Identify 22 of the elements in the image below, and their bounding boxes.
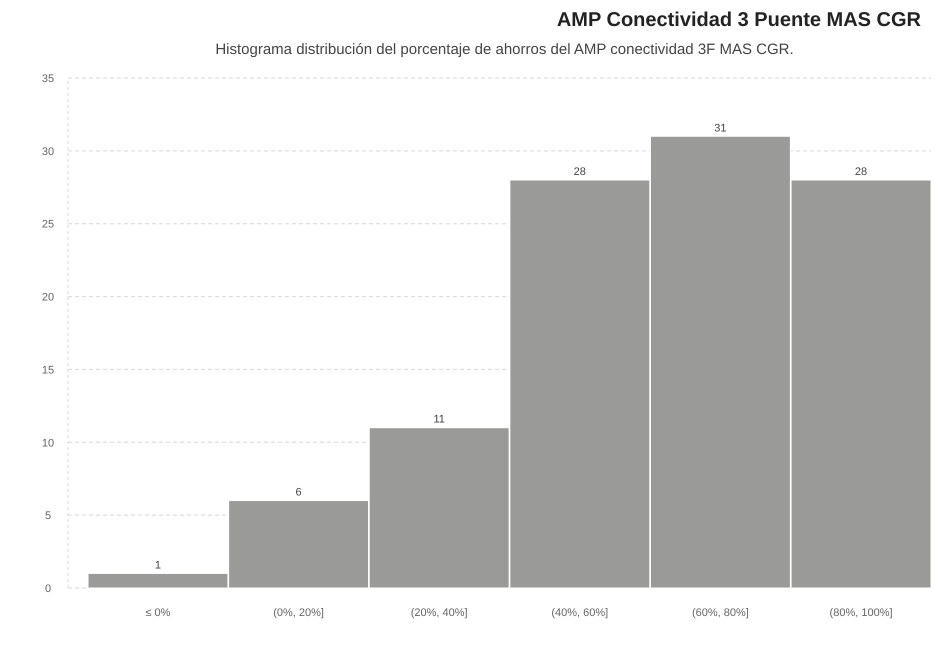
data-label: 6 [296,486,302,499]
y-tick-label: 35 [42,73,54,85]
y-tick-label: 30 [42,146,54,158]
y-tick-label: 5 [44,510,52,522]
x-tick-label: (40%, 60%] [551,607,608,619]
chart-title: AMP Conectividad 3 Puente MAS CGR [556,9,922,31]
x-tick-label: (60%, 80%] [692,607,749,619]
data-label: 11 [433,414,445,426]
y-tick-label: 15 [42,364,54,376]
x-tick-label: ≤ 0% [145,607,171,619]
data-label: 28 [854,166,868,178]
data-label: 31 [714,122,727,134]
x-tick-label: (0%, 20%] [273,607,324,619]
y-tick-label: 0 [44,583,52,595]
x-tick-label: (80%, 100%] [830,607,893,619]
y-tick-label: 10 [42,437,54,450]
y-tick-label: 25 [42,218,54,231]
x-tick-label: (20%, 40%] [410,607,468,619]
chart-subtitle: Histograma distribución del porcentaje de ahorros del AMP conectividad 3F MAS CGR. [215,41,794,58]
y-tick-label: 20 [42,292,54,304]
data-label: 1 [154,559,162,572]
data-label: 28 [574,166,586,178]
